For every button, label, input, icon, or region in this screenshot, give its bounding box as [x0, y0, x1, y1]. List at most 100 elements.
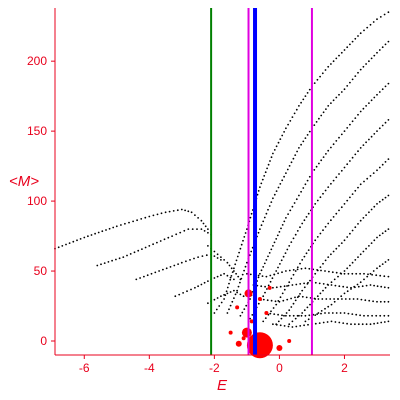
series-0	[54, 208, 209, 250]
data-point	[321, 298, 324, 300]
data-point	[111, 259, 113, 262]
data-point	[376, 285, 379, 288]
data-point	[370, 242, 373, 245]
data-point	[365, 214, 367, 217]
data-point	[309, 303, 311, 306]
data-point	[343, 130, 346, 133]
data-point	[266, 167, 268, 170]
data-point	[372, 21, 375, 23]
data-point	[381, 198, 384, 201]
data-point	[306, 92, 309, 94]
data-point	[284, 252, 287, 255]
data-point	[324, 225, 327, 228]
data-point	[233, 270, 235, 272]
data-point	[337, 275, 339, 278]
data-point	[373, 54, 376, 57]
data-point	[223, 259, 226, 261]
data-point	[369, 323, 372, 326]
data-point	[233, 297, 235, 299]
series-18	[207, 245, 242, 281]
data-point	[197, 256, 200, 258]
data-point	[354, 37, 357, 40]
data-point	[363, 272, 365, 275]
data-point	[294, 154, 297, 157]
data-point	[292, 273, 295, 276]
data-point	[318, 117, 320, 120]
data-point	[194, 214, 196, 217]
red-marker	[241, 336, 246, 341]
data-point	[340, 51, 343, 54]
data-point	[316, 199, 319, 202]
data-point	[180, 261, 183, 264]
data-point	[295, 283, 298, 286]
series-15	[259, 295, 390, 303]
data-point	[369, 272, 372, 275]
data-point	[298, 295, 300, 298]
data-point	[378, 265, 381, 268]
data-point	[287, 325, 290, 328]
data-point	[383, 321, 386, 323]
data-point	[304, 95, 307, 97]
data-point	[349, 81, 351, 84]
data-point	[289, 209, 292, 212]
data-point	[296, 268, 299, 271]
reference-lines	[210, 8, 313, 355]
data-point	[359, 68, 362, 71]
data-point	[287, 284, 290, 287]
data-point	[334, 321, 337, 323]
data-point	[230, 267, 233, 270]
data-point	[357, 186, 359, 189]
data-point	[318, 162, 320, 165]
data-point	[257, 190, 260, 192]
data-point	[363, 29, 365, 32]
data-point	[285, 312, 288, 314]
data-point	[286, 168, 289, 171]
data-point	[359, 253, 362, 256]
data-point	[236, 289, 239, 292]
data-point	[380, 285, 383, 288]
data-point	[168, 210, 171, 213]
data-point	[79, 238, 82, 240]
data-point	[279, 138, 282, 141]
data-point	[378, 166, 381, 169]
data-point	[330, 182, 332, 185]
data-point	[139, 277, 142, 279]
data-point	[322, 156, 325, 159]
data-point	[223, 272, 226, 275]
data-point	[365, 284, 368, 287]
data-point	[303, 219, 306, 222]
data-point	[307, 318, 310, 321]
data-point	[293, 112, 296, 115]
data-point	[346, 322, 348, 325]
data-point	[361, 285, 364, 288]
data-point	[243, 236, 246, 238]
data-point	[277, 272, 279, 275]
data-point	[283, 220, 286, 223]
data-point	[148, 215, 151, 218]
data-point	[366, 177, 369, 180]
data-point	[371, 314, 373, 317]
data-point	[140, 218, 143, 220]
data-point	[288, 281, 291, 284]
data-point	[315, 165, 318, 168]
data-point	[107, 261, 110, 263]
data-point	[314, 322, 317, 325]
red-marker	[267, 285, 272, 290]
x-tick-label: -6	[79, 361, 90, 375]
data-point	[339, 272, 342, 275]
data-point	[271, 277, 274, 280]
data-point	[338, 245, 340, 247]
data-point	[341, 298, 343, 300]
data-point	[283, 175, 285, 178]
data-point	[249, 317, 252, 320]
data-point	[298, 105, 300, 107]
data-point	[332, 60, 335, 63]
data-point	[65, 243, 67, 246]
data-point	[368, 60, 370, 63]
data-point	[384, 161, 387, 163]
data-point	[360, 298, 363, 301]
data-point	[288, 309, 291, 312]
data-point	[322, 283, 325, 285]
data-point	[200, 228, 203, 231]
data-point	[299, 325, 302, 327]
